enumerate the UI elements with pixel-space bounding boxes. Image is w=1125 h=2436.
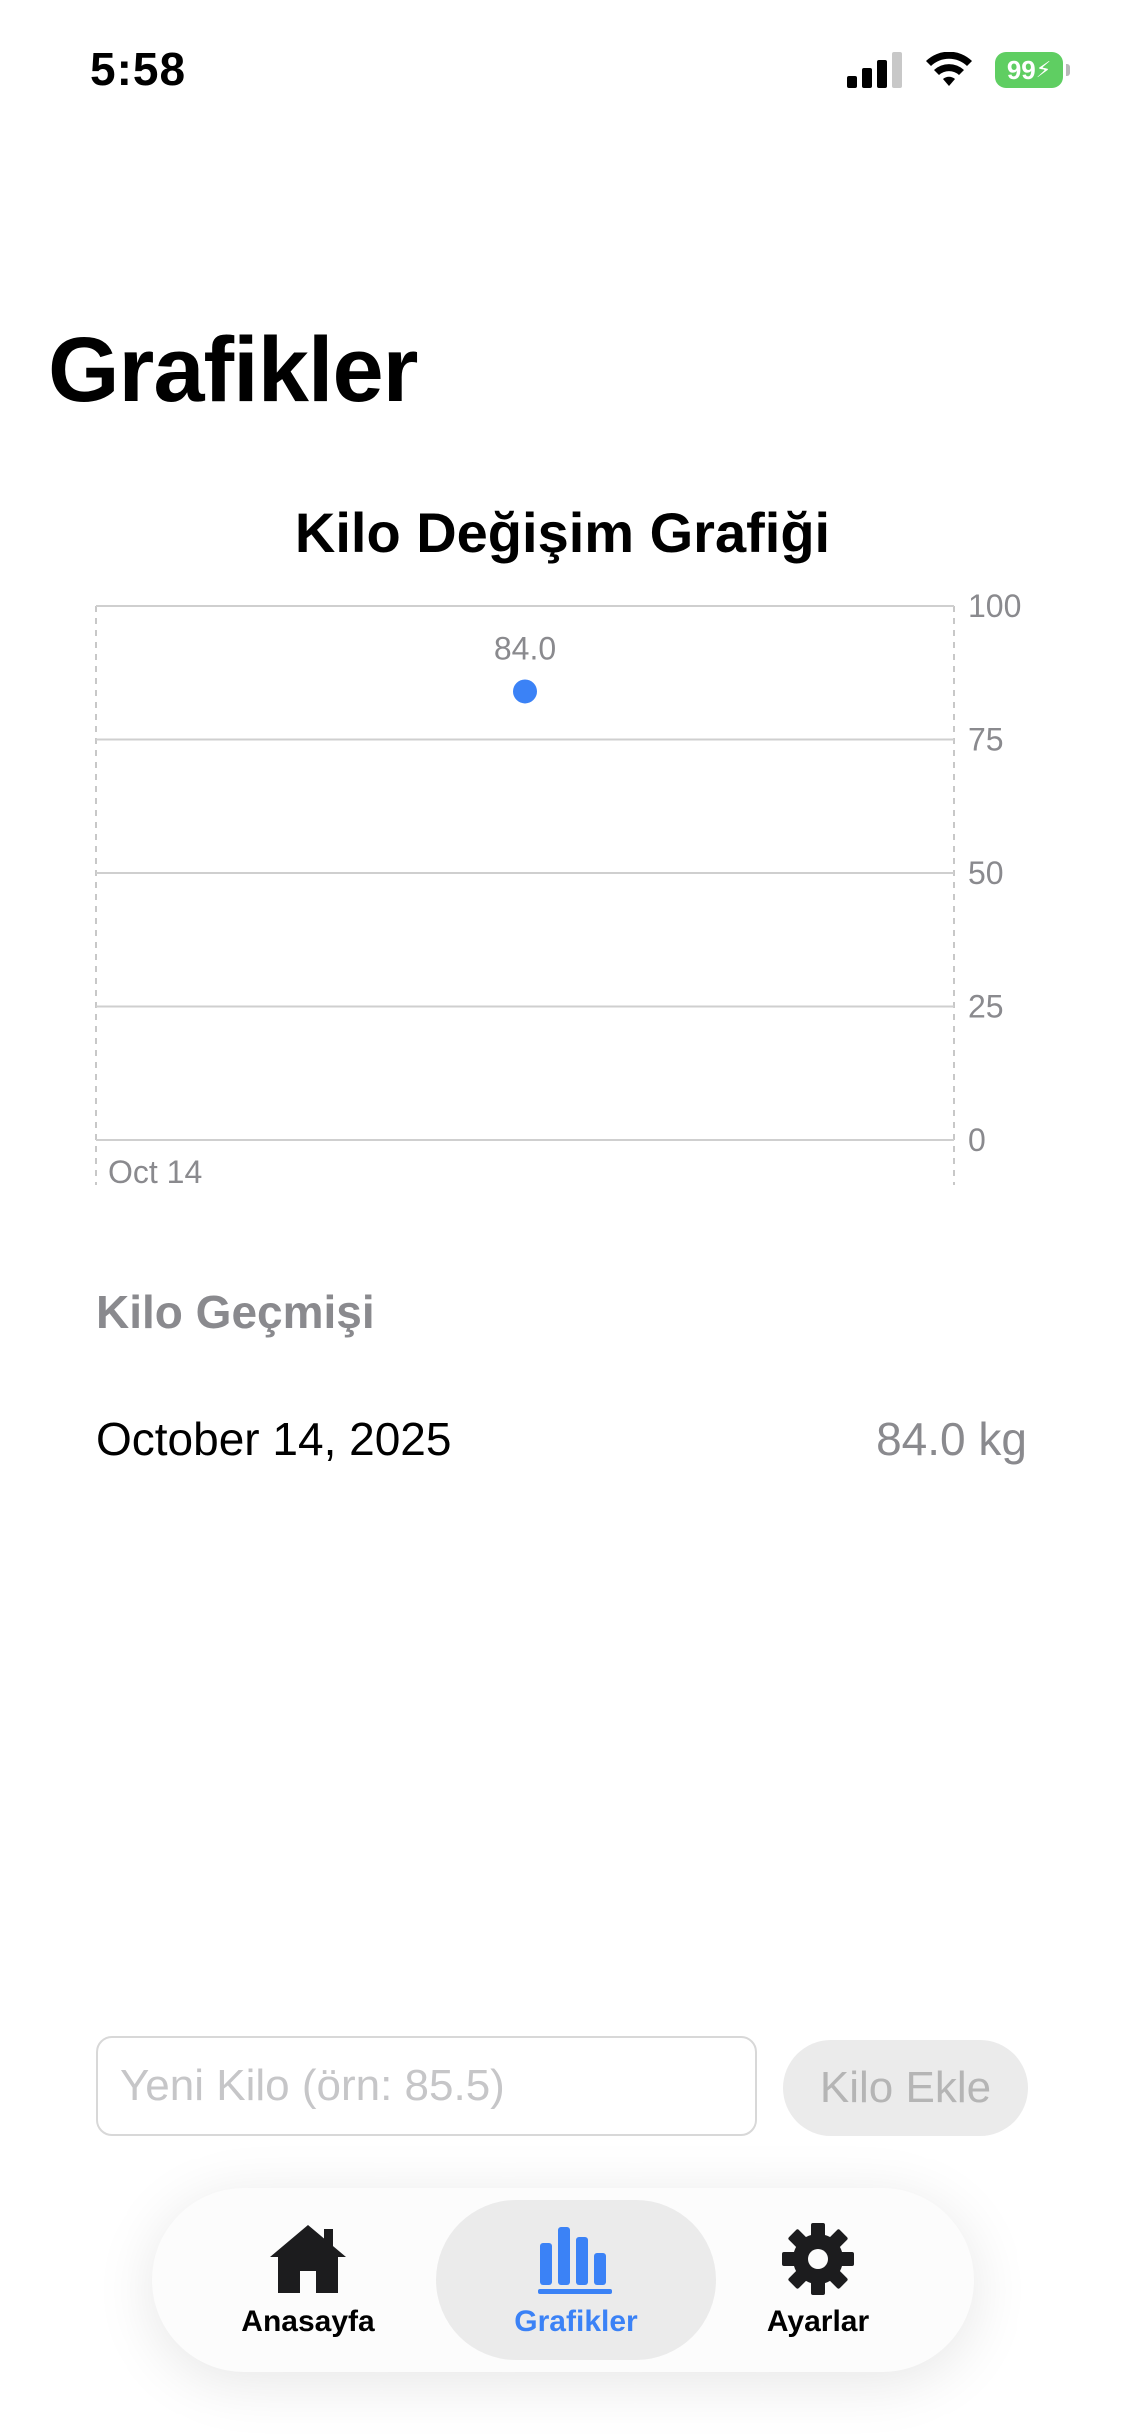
history-weight: 84.0 kg [876,1413,1027,1465]
tab-bar: Anasayfa Grafikler Ay [152,2188,974,2372]
battery-level: 99 [1006,54,1036,85]
weight-input[interactable] [96,2036,757,2136]
status-time: 5:58 [90,43,187,95]
page-title: Grafikler [48,319,418,421]
history-heading: Kilo Geçmişi [96,1286,375,1338]
gear-icon [782,2223,854,2295]
x-tick-label: Oct 14 [108,1154,202,1190]
y-tick-label: 25 [968,989,1004,1025]
tab-charts[interactable]: Grafikler [436,2200,716,2360]
y-tick-label: 100 [968,588,1021,624]
weight-chart: 100 75 50 25 0 Oct 14 84.0 [95,588,1021,1190]
cellular-signal-icon [847,52,902,88]
history-date: October 14, 2025 [96,1413,452,1465]
tab-home[interactable]: Anasayfa [168,2200,448,2360]
y-tick-label: 75 [968,722,1004,758]
chart-bar-icon [538,2227,612,2294]
charging-bolt-icon: ⚡ [1035,57,1052,82]
tab-label-home: Anasayfa [241,2305,375,2338]
status-icons: 99 ⚡ [847,48,1070,92]
data-label: 84.0 [494,630,556,666]
data-point [513,679,537,704]
history-row: October 14, 2025 84.0 kg [96,1412,1027,1466]
wifi-icon [926,52,972,86]
chart-title: Kilo Değişim Grafiği [294,501,831,564]
add-weight-button[interactable]: Kilo Ekle [783,2040,1028,2136]
battery-icon: 99 ⚡ [995,52,1070,88]
tab-label-charts: Grafikler [514,2305,638,2338]
tab-settings[interactable]: Ayarlar [678,2200,958,2360]
y-tick-label: 0 [968,1122,986,1158]
y-tick-label: 50 [968,855,1004,891]
tab-label-settings: Ayarlar [766,2305,870,2338]
house-icon [270,2225,346,2293]
